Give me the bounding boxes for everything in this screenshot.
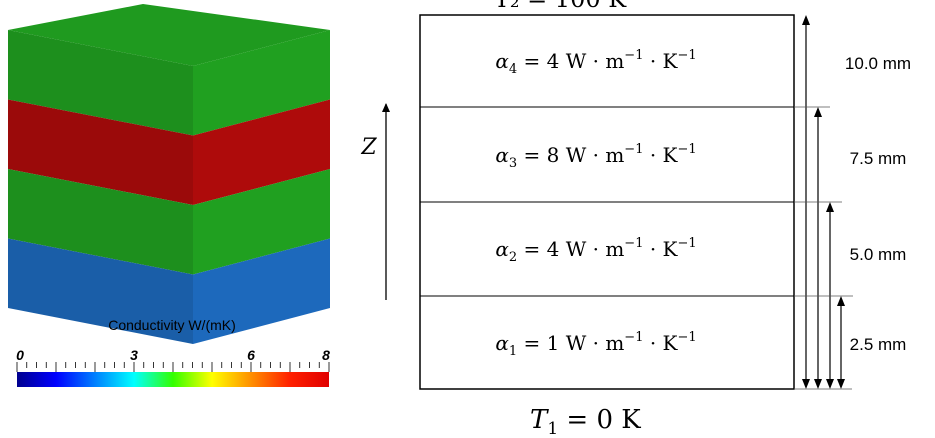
legend-tick-label: 8 xyxy=(322,347,330,363)
dimension-arrowhead xyxy=(802,379,810,389)
cube-layer-right-face xyxy=(193,238,330,344)
z-axis-label: Z xyxy=(360,135,377,160)
legend-tick-label: 3 xyxy=(130,347,138,363)
dimension-arrowhead xyxy=(802,15,810,25)
dimension-arrowhead xyxy=(837,379,845,389)
layer-schematic: T₂ = 100 K α4 = 4 W · m−1 · K−1 α3 = 8 W … xyxy=(360,0,911,438)
dimension-arrowhead xyxy=(837,296,845,306)
layer-conductivity-label: α4 = 4 W · m−1 · K−1 xyxy=(495,48,696,77)
legend-tick-label: 6 xyxy=(247,347,255,363)
cube-layer-right-face xyxy=(193,30,330,136)
legend-tick-marks xyxy=(16,362,330,372)
dimension-label: 2.5 mm xyxy=(850,335,907,354)
cube-layer-right-face xyxy=(193,99,330,205)
legend-tick-labels: 0 3 6 8 xyxy=(16,347,330,363)
bottom-subscript: 1 xyxy=(547,419,558,438)
z-axis-arrowhead xyxy=(382,103,390,112)
dimension-arrowhead xyxy=(826,202,834,212)
layer-labels: α4 = 4 W · m−1 · K−1 α3 = 8 W · m−1 · K−1… xyxy=(495,48,696,359)
top-boundary-condition: T₂ = 100 K xyxy=(494,0,627,13)
cube-layer-left-face xyxy=(8,99,193,205)
bottom-symbol: T xyxy=(530,405,549,435)
layer-conductivity-label: α3 = 8 W · m−1 · K−1 xyxy=(495,142,696,171)
cube-layer-left-face xyxy=(8,238,193,344)
colorbar xyxy=(17,372,329,387)
bottom-boundary-condition: T1 = 0 K xyxy=(530,405,641,438)
dimension-lines: 10.0 mm 7.5 mm 5.0 mm 2.5 mm xyxy=(794,15,911,390)
legend-tick-label: 0 xyxy=(16,347,24,363)
cube-layer-right-face xyxy=(193,169,330,275)
dimension-arrowhead xyxy=(814,379,822,389)
dimension-label: 7.5 mm xyxy=(850,149,907,168)
cube-top-face xyxy=(8,4,330,66)
layered-cube xyxy=(8,4,330,344)
color-legend: Conductivity W/(mK) 0 3 6 8 xyxy=(16,317,330,387)
dimension-label: 10.0 mm xyxy=(845,54,911,73)
bottom-rest: = 0 K xyxy=(558,405,641,435)
layer-conductivity-label: α1 = 1 W · m−1 · K−1 xyxy=(495,330,696,359)
cube-layer-left-face xyxy=(8,30,193,136)
dimension-label: 5.0 mm xyxy=(850,245,907,264)
cube-layer-left-face xyxy=(8,169,193,275)
layer-conductivity-label: α2 = 4 W · m−1 · K−1 xyxy=(495,236,696,265)
dimension-arrowhead xyxy=(826,379,834,389)
dimension-arrowhead xyxy=(814,107,822,117)
legend-title: Conductivity W/(mK) xyxy=(108,317,236,333)
